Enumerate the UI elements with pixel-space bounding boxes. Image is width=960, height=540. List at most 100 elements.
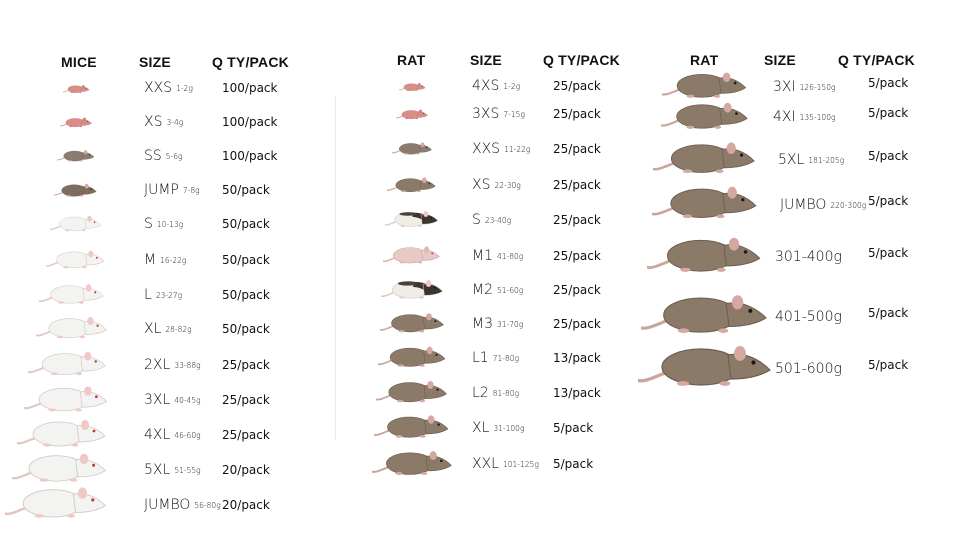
rat-large-weight-range: 126-150g [799, 83, 836, 92]
rat-large-qty-per-pack: 5/pack [868, 246, 909, 260]
mouse-size-label: S 10-13g [144, 216, 183, 232]
rat-size-label: M3 31-70g [472, 316, 523, 332]
mouse-size-label: SS 5-6g [144, 148, 183, 164]
mouse-size-label: 2XL 33-88g [144, 357, 201, 373]
rat-image [659, 102, 748, 129]
rat-size-header-1: SIZE [470, 52, 502, 68]
column-divider [335, 95, 336, 440]
mouse-qty-per-pack: 50/pack [222, 288, 270, 302]
rat-image [375, 381, 447, 403]
rat-image [391, 142, 432, 155]
rat-large-size-label: 5XL 181-205g [778, 152, 844, 168]
rat-image [378, 313, 444, 333]
mouse-image [56, 150, 95, 162]
rat-large-qty-per-pack: 5/pack [868, 149, 909, 163]
mouse-weight-range: 46-60g [174, 431, 201, 440]
rat-image [376, 346, 446, 368]
rat-image [382, 246, 440, 264]
rat-weight-range: 41-80g [497, 252, 524, 261]
rat-image [373, 415, 449, 438]
rat-qty-per-pack: 13/pack [553, 386, 601, 400]
mouse-image [3, 487, 106, 519]
mouse-size-code: L [144, 287, 152, 303]
rat-header-2: RAT [690, 52, 719, 68]
rat-size-label: L2 81-80g [472, 385, 519, 401]
mouse-size-code: XXS [144, 80, 173, 96]
rat-large-qty-per-pack: 5/pack [868, 106, 909, 120]
rat-large-size-code: 501-600g [775, 361, 842, 377]
mouse-figure [22, 377, 109, 420]
rat-qty-per-pack: 25/pack [553, 79, 601, 93]
mouse-size-code: 4XL [144, 427, 171, 443]
mouse-size-label: XS 3-4g [144, 114, 183, 130]
rat-large-weight-range: 220-300g [830, 201, 867, 210]
mice-size-header: SIZE [139, 54, 171, 70]
rat-qty-per-pack: 25/pack [553, 107, 601, 121]
mouse-size-code: XL [144, 321, 162, 337]
mouse-qty-per-pack: 100/pack [222, 81, 278, 95]
rat-large-size-label: 301-400g [775, 249, 842, 265]
mouse-size-code: S [144, 216, 153, 232]
rat-qty-per-pack: 25/pack [553, 317, 601, 331]
rat-size-code: S [472, 212, 481, 228]
rat-qty-per-pack: 5/pack [553, 457, 594, 471]
rat-figure [650, 175, 758, 227]
mouse-qty-per-pack: 50/pack [222, 253, 270, 267]
mouse-size-code: 3XL [144, 392, 171, 408]
rat-image [398, 83, 426, 92]
mouse-image [35, 317, 107, 339]
mouse-size-code: M [144, 252, 157, 268]
rat-figure [376, 339, 446, 374]
mouse-size-label: JUMBO 56-80g [144, 497, 221, 513]
mouse-weight-range: 7-8g [182, 186, 200, 195]
rat-size-label: XXL 101-125g [472, 456, 539, 472]
mouse-size-code: JUMP [144, 182, 179, 198]
rat-large-size-code: 3XI [773, 79, 796, 95]
rat-large-size-code: JUMBO [780, 197, 827, 213]
rat-large-size-label: 501-600g [775, 361, 842, 377]
mouse-size-code: JUMBO [144, 497, 191, 513]
rat-size-label: XL 31-100g [472, 420, 524, 436]
mouse-qty-per-pack: 20/pack [222, 498, 270, 512]
mouse-figure [38, 277, 105, 311]
mouse-size-code: SS [144, 148, 162, 164]
rat-image [650, 187, 757, 219]
rat-qty-per-pack: 13/pack [553, 351, 601, 365]
rat-large-size-label: 4XI 135-100g [773, 109, 835, 125]
rat-weight-range: 11-22g [504, 145, 531, 154]
mouse-qty-per-pack: 25/pack [222, 358, 270, 372]
rat-size-code: L2 [472, 385, 489, 401]
rat-size-code: M2 [472, 282, 493, 298]
rat-figure [370, 442, 453, 483]
rat-large-qty-per-pack: 5/pack [868, 358, 909, 372]
rat-weight-range: 31-100g [493, 424, 525, 433]
mouse-size-label: 3XL 40-45g [144, 392, 201, 408]
rat-size-header-2: SIZE [764, 52, 796, 68]
mouse-weight-range: 56-80g [194, 501, 221, 510]
rat-image [651, 142, 756, 174]
rat-large-size-code: 4XI [773, 109, 796, 125]
rat-qty-header-2: Q TY/PACK [838, 52, 915, 68]
mouse-figure [62, 81, 90, 99]
mouse-qty-per-pack: 100/pack [222, 115, 278, 129]
rat-size-label: 3XS 7-15g [472, 106, 525, 122]
mouse-weight-range: 10-13g [156, 220, 184, 229]
mouse-image [15, 420, 106, 447]
mouse-image [62, 85, 90, 94]
rat-figure [395, 106, 428, 125]
rat-size-code: XL [472, 420, 490, 436]
rat-size-code: L1 [472, 350, 489, 366]
mouse-weight-range: 16-22g [160, 256, 187, 265]
rat-weight-range: 51-60g [497, 286, 524, 295]
rat-weight-range: 31-70g [497, 320, 524, 329]
rat-size-code: M1 [472, 248, 493, 264]
mouse-figure [35, 309, 108, 346]
rat-figure [398, 79, 426, 97]
rat-large-size-code: 401-500g [775, 309, 842, 325]
mouse-qty-per-pack: 25/pack [222, 393, 270, 407]
rat-qty-per-pack: 5/pack [553, 421, 594, 435]
mouse-qty-per-pack: 20/pack [222, 463, 270, 477]
rat-large-weight-range: 135-100g [799, 113, 836, 122]
mouse-image [27, 351, 107, 376]
rat-image [639, 295, 767, 334]
